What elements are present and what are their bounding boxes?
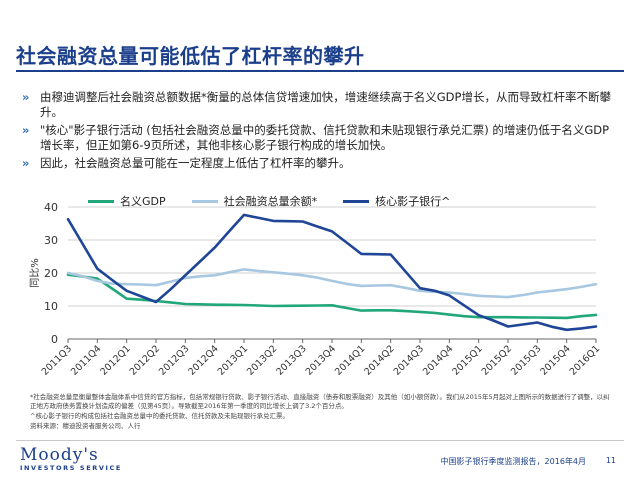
- title-divider: [16, 70, 624, 72]
- chart-legend: 名义GDP 社会融资总量余额* 核心影子银行^: [88, 193, 450, 209]
- x-tick-label: 2015Q2: [480, 343, 514, 377]
- x-tick-label: 2015Q4: [538, 343, 572, 377]
- x-tick-label: 2014Q2: [362, 343, 396, 377]
- bullet-text: 因此，社会融资总量可能在一定程度上低估了杠杆率的攀升。: [40, 156, 351, 170]
- footnote: *社会融资总量是衡量整体金融体系中信贷的官方指标，包括常规银行贷款、影子银行活动…: [30, 393, 610, 410]
- y-tick-label: 40: [44, 201, 58, 214]
- x-tick-label: 2015Q1: [450, 343, 484, 377]
- x-tick-label: 2011Q4: [69, 343, 103, 377]
- footnote: ^核心影子银行的构成包括社会融资总量中的委托贷款、信托贷款及未贴现银行承兑汇票。: [30, 412, 289, 420]
- bullet-text: 由穆迪调整后社会融资总额数据*衡量的总体信贷增速加快，增速继续高于名义GDP增长…: [40, 90, 611, 119]
- footer-divider: [16, 440, 624, 441]
- legend-label-tsf: 社会融资总量余额*: [223, 195, 318, 208]
- line-chart: 010203040同比%2011Q32011Q42012Q12012Q22012…: [29, 201, 602, 378]
- y-tick-label: 20: [44, 267, 58, 280]
- x-tick-label: 2011Q3: [40, 343, 74, 377]
- legend-swatch-tsf: [191, 199, 218, 203]
- source-note: 资料来源：穆迪投资者服务公司、人行: [30, 422, 141, 430]
- legend-item-gdp: 名义GDP: [88, 193, 166, 209]
- report-name: 中国影子银行季度监测报告，2016年4月: [440, 457, 586, 466]
- bullet-mark: »: [22, 90, 30, 104]
- footnotes: *社会融资总量是衡量整体金融体系中信贷的官方指标，包括常规银行贷款、影子银行活动…: [30, 393, 615, 432]
- legend-swatch-core: [343, 199, 370, 203]
- x-tick-label: 2013Q4: [304, 343, 338, 377]
- bullet-list: » 由穆迪调整后社会融资总额数据*衡量的总体信贷增速加快，增速继续高于名义GDP…: [22, 90, 620, 174]
- bullet-item: » 由穆迪调整后社会融资总额数据*衡量的总体信贷增速加快，增速继续高于名义GDP…: [22, 90, 620, 120]
- page-number: 11: [605, 456, 616, 465]
- bullet-text: "核心"影子银行活动 (包括社会融资总量中的委托贷款、信托贷款和未贴现银行承兑汇…: [40, 123, 610, 152]
- y-tick-label: 0: [51, 333, 58, 346]
- x-tick-label: 2013Q3: [274, 343, 308, 377]
- y-axis-label: 同比%: [29, 258, 41, 288]
- legend-label-core: 核心影子银行^: [375, 195, 451, 208]
- moodys-logo: Moody's INVESTORS SERVICE: [20, 446, 122, 472]
- series-line-tsf: [66, 268, 598, 299]
- x-tick-label: 2014Q4: [421, 343, 455, 377]
- legend-swatch-gdp: [88, 199, 114, 203]
- logo-wordmark: Moody's: [20, 445, 99, 465]
- x-tick-label: 2012Q1: [98, 343, 132, 377]
- page-title: 社会融资总量可能低估了杠杆率的攀升: [16, 44, 365, 68]
- series-line-core: [66, 213, 598, 332]
- bullet-mark: »: [22, 123, 30, 137]
- y-tick-label: 30: [44, 234, 58, 247]
- x-tick-label: 2013Q1: [216, 343, 250, 377]
- x-tick-label: 2012Q4: [186, 343, 220, 377]
- x-tick-label: 2014Q3: [392, 343, 426, 377]
- x-tick-label: 2012Q3: [157, 343, 191, 377]
- legend-item-tsf: 社会融资总量余额*: [191, 193, 318, 209]
- x-tick-label: 2015Q3: [509, 343, 543, 377]
- x-tick-label: 2012Q2: [128, 343, 162, 377]
- legend-item-core: 核心影子银行^: [343, 193, 450, 209]
- x-tick-label: 2016Q1: [568, 343, 602, 377]
- x-tick-label: 2013Q2: [245, 343, 279, 377]
- bullet-item: » "核心"影子银行活动 (包括社会融资总量中的委托贷款、信托贷款和未贴现银行承…: [22, 123, 620, 153]
- x-tick-label: 2014Q1: [333, 343, 367, 377]
- legend-label-gdp: 名义GDP: [120, 195, 166, 208]
- logo-tagline: INVESTORS SERVICE: [20, 464, 122, 472]
- bullet-item: » 因此，社会融资总量可能在一定程度上低估了杠杆率的攀升。: [22, 156, 620, 171]
- bullet-mark: »: [22, 156, 30, 170]
- y-tick-label: 10: [44, 300, 58, 313]
